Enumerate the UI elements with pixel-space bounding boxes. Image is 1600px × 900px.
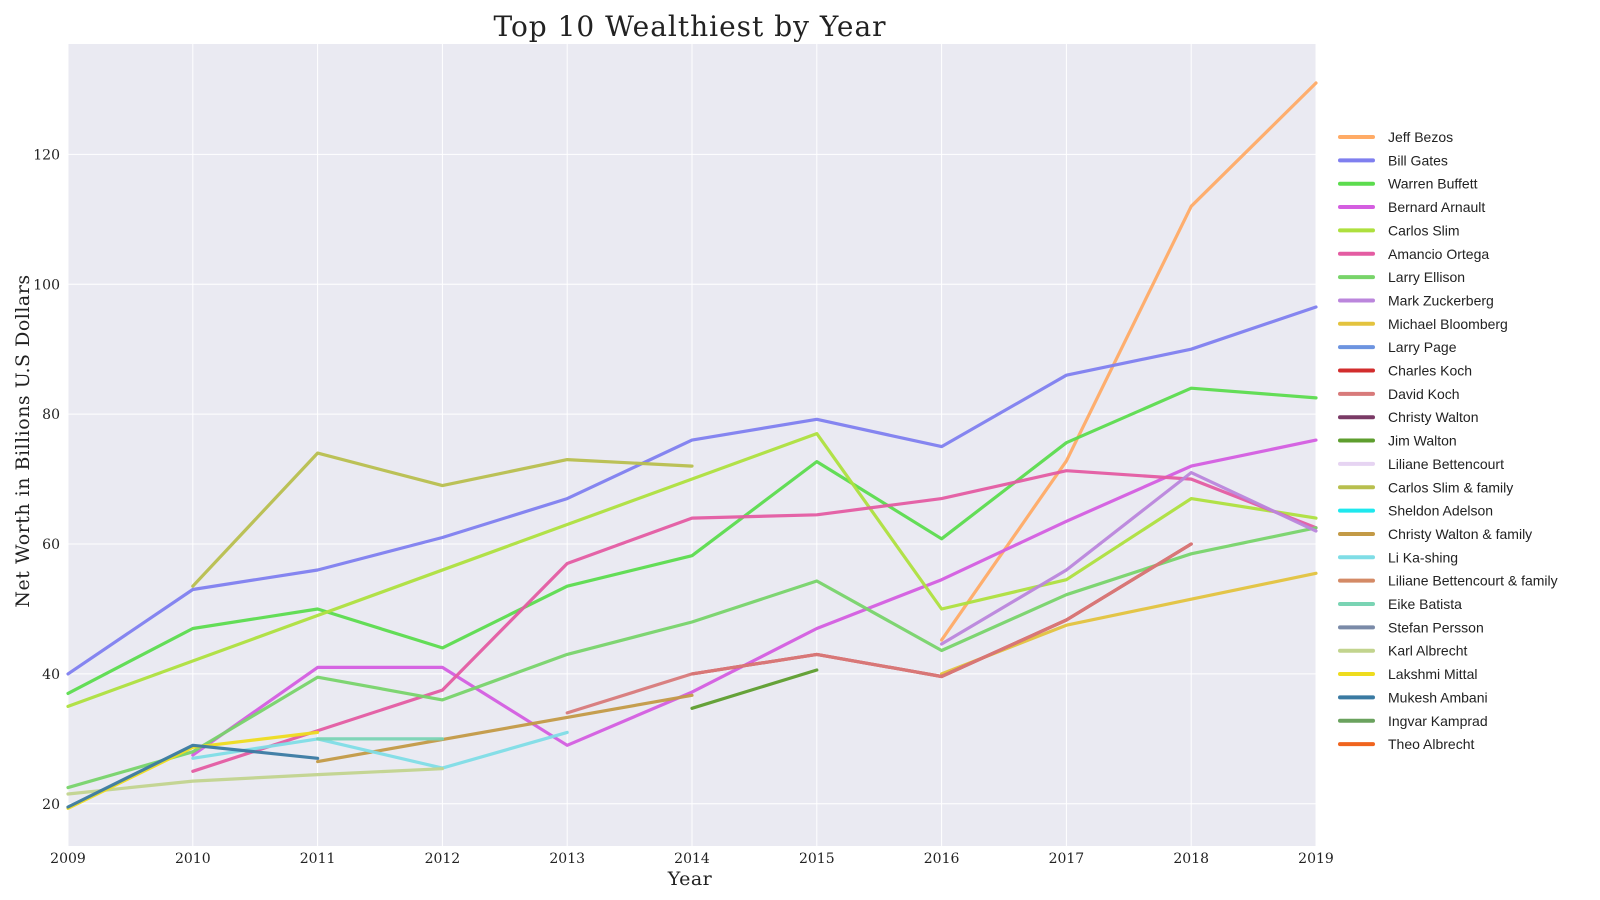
legend-label: Warren Buffett (1388, 176, 1478, 192)
series-line-bernard-arnault (191, 438, 1318, 757)
x-tick-label: 2015 (799, 851, 835, 867)
x-tick-label: 2016 (924, 851, 960, 867)
legend-label: Christy Walton (1388, 409, 1479, 425)
x-tick-label: 2010 (175, 851, 211, 867)
legend-label: Karl Albrecht (1388, 643, 1467, 659)
y-tick-label: 40 (42, 667, 60, 683)
gridlines (67, 44, 1317, 846)
series-line-amancio-ortega (191, 469, 1318, 773)
legend-item-mukesh-ambani: Mukesh Ambani (1338, 689, 1488, 705)
legend-label: Li Ka-shing (1388, 549, 1458, 565)
legend-item-karl-albrecht: Karl Albrecht (1338, 643, 1467, 659)
chart-title: Top 10 Wealthiest by Year (493, 10, 886, 43)
x-tick-label: 2018 (1173, 851, 1209, 867)
legend-item-bill-gates: Bill Gates (1338, 152, 1448, 168)
legend-item-warren-buffett: Warren Buffett (1338, 176, 1478, 192)
y-tick-label: 100 (33, 277, 60, 293)
legend-item-lakshmi-mittal: Lakshmi Mittal (1338, 666, 1477, 682)
legend-label: Amancio Ortega (1388, 246, 1489, 262)
legend-label: Liliane Bettencourt (1388, 456, 1504, 472)
series-line-mukesh-ambani (66, 743, 320, 809)
legend-label: Stefan Persson (1388, 619, 1484, 635)
legend-label: Carlos Slim (1388, 222, 1460, 238)
legend-label: Larry Page (1388, 339, 1457, 355)
legend-item-liliane-bettencourt: Liliane Bettencourt (1338, 456, 1504, 472)
legend-label: Liliane Bettencourt & family (1388, 573, 1558, 589)
legend-item-mark-zuckerberg: Mark Zuckerberg (1338, 292, 1494, 308)
series-line-carlos-slim (66, 432, 1318, 709)
legend-label: Bernard Arnault (1388, 199, 1485, 215)
legend-item-christy-walton-family: Christy Walton & family (1338, 526, 1532, 542)
legend-item-ingvar-kamprad: Ingvar Kamprad (1338, 713, 1488, 729)
x-tick-label: 2012 (425, 851, 461, 867)
x-tick-label: 2009 (50, 851, 86, 867)
series-line-larry-ellison (66, 526, 1318, 790)
x-tick-label: 2013 (549, 851, 585, 867)
legend-label: Mark Zuckerberg (1388, 292, 1494, 308)
legend-label: Mukesh Ambani (1388, 689, 1488, 705)
legend-label: Charles Koch (1388, 363, 1472, 379)
legend-item-larry-ellison: Larry Ellison (1338, 269, 1465, 285)
legend-label: Christy Walton & family (1388, 526, 1532, 542)
x-axis-ticks: 2009 2010 2011 2012 2013 2014 2015 2016 2017 2018… (50, 851, 1334, 867)
y-tick-label: 80 (42, 407, 60, 423)
series-line-li-ka-shing (191, 730, 569, 770)
x-tick-label: 2019 (1298, 851, 1334, 867)
legend: Jeff Bezos Bill Gates Warren Buffett Bernar… (1338, 129, 1558, 752)
legend-label: Lakshmi Mittal (1388, 666, 1477, 682)
legend-item-stefan-persson: Stefan Persson (1338, 619, 1484, 635)
series-line-warren-buffett (66, 386, 1318, 696)
x-axis-label: Year (667, 868, 713, 890)
legend-item-carlos-slim: Carlos Slim (1338, 222, 1460, 238)
legend-item-li-ka-shing: Li Ka-shing (1338, 549, 1458, 565)
legend-item-jim-walton: Jim Walton (1338, 433, 1457, 449)
legend-label: Michael Bloomberg (1388, 316, 1508, 332)
legend-item-jeff-bezos: Jeff Bezos (1338, 129, 1453, 145)
legend-label: Carlos Slim & family (1388, 479, 1513, 495)
series-line-karl-albrecht (66, 767, 444, 796)
legend-item-carlos-slim-family: Carlos Slim & family (1338, 479, 1513, 495)
legend-label: Jeff Bezos (1388, 129, 1453, 145)
legend-item-christy-walton: Christy Walton (1338, 409, 1479, 425)
legend-label: Bill Gates (1388, 152, 1448, 168)
y-tick-label: 120 (33, 147, 60, 163)
legend-label: Theo Albrecht (1388, 736, 1474, 752)
y-axis-ticks: 20 40 60 80 100 120 (33, 147, 60, 812)
legend-item-charles-koch: Charles Koch (1338, 363, 1472, 379)
legend-label: Ingvar Kamprad (1388, 713, 1488, 729)
legend-item-amancio-ortega: Amancio Ortega (1338, 246, 1489, 262)
legend-label: David Koch (1388, 386, 1460, 402)
series-line-mark-zuckerberg (939, 471, 1318, 646)
y-tick-label: 60 (42, 537, 60, 553)
legend-item-sheldon-adelson: Sheldon Adelson (1338, 503, 1493, 519)
series-lines (66, 81, 1318, 810)
legend-item-david-koch: David Koch (1338, 386, 1460, 402)
legend-label: Sheldon Adelson (1388, 503, 1493, 519)
legend-item-larry-page: Larry Page (1338, 339, 1457, 355)
legend-label: Larry Ellison (1388, 269, 1465, 285)
x-tick-label: 2014 (674, 851, 710, 867)
series-line-carlos-slim-family (191, 451, 694, 588)
legend-item-bernard-arnault: Bernard Arnault (1338, 199, 1485, 215)
legend-item-michael-bloomberg: Michael Bloomberg (1338, 316, 1508, 332)
y-axis-label: Net Worth in Billions U.S Dollars (12, 274, 34, 607)
legend-item-liliane-bettencourt-family: Liliane Bettencourt & family (1338, 573, 1558, 589)
x-tick-label: 2011 (300, 851, 336, 867)
legend-label: Eike Batista (1388, 596, 1462, 612)
legend-label: Jim Walton (1388, 433, 1457, 449)
series-line-david-koch (565, 542, 1193, 715)
y-tick-label: 20 (42, 797, 60, 813)
series-line-jim-walton (690, 668, 819, 710)
legend-item-theo-albrecht: Theo Albrecht (1338, 736, 1474, 752)
x-tick-label: 2017 (1049, 851, 1085, 867)
legend-item-eike-batista: Eike Batista (1338, 596, 1462, 612)
series-line-christy-walton-family (316, 693, 694, 764)
series-line-bill-gates (66, 305, 1318, 676)
